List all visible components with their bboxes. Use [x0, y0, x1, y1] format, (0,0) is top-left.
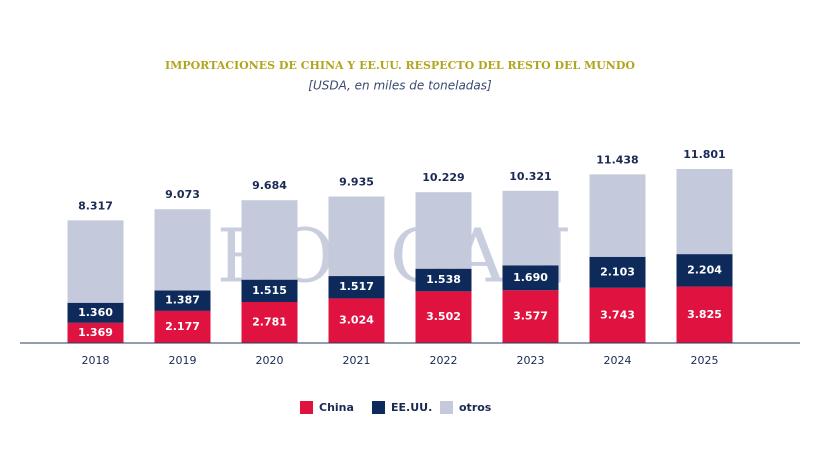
bar-segment [67, 322, 124, 343]
total-label: 9.684 [252, 179, 287, 192]
data-label: 2.204 [687, 263, 722, 276]
data-label: 3.743 [600, 308, 635, 321]
legend-swatch [440, 401, 453, 414]
chart-title: IMPORTACIONES DE CHINA Y EE.UU. RESPECTO… [165, 59, 635, 72]
x-tick-label: 2020 [256, 354, 284, 367]
data-label: 1.369 [78, 326, 113, 339]
data-label: 3.825 [687, 308, 722, 321]
bar-segment [676, 169, 733, 255]
bar-segment [589, 174, 646, 257]
total-label: 8.317 [78, 199, 113, 212]
x-tick-label: 2024 [604, 354, 632, 367]
x-tick-label: 2023 [517, 354, 545, 367]
data-label: 3.502 [426, 310, 461, 323]
legend-label: otros [459, 401, 492, 414]
bar-segment [241, 301, 298, 343]
bar-segment [154, 290, 211, 311]
bar-segment [676, 286, 733, 343]
data-label: 1.515 [252, 284, 287, 297]
data-label: 1.690 [513, 271, 548, 284]
data-label: 2.103 [600, 265, 635, 278]
total-label: 11.801 [683, 148, 725, 161]
bar-segment [502, 265, 559, 291]
chart-subtitle: [USDA, en miles de toneladas] [308, 79, 492, 93]
bar-segment [328, 196, 385, 277]
bar-segment [502, 190, 559, 266]
bar-segment [241, 279, 298, 302]
bar-segment [67, 220, 124, 303]
total-label: 9.935 [339, 176, 374, 189]
x-tick-label: 2022 [430, 354, 458, 367]
bar-segment [415, 291, 472, 343]
total-label: 10.229 [422, 171, 464, 184]
legend-label: EE.UU. [391, 401, 432, 414]
bar-segment [328, 298, 385, 343]
bar-segment [154, 209, 211, 291]
legend-label: China [319, 401, 354, 414]
data-label: 3.577 [513, 310, 548, 323]
x-tick-label: 2018 [82, 354, 110, 367]
bar-segment [415, 268, 472, 292]
bar-segment [676, 254, 733, 287]
bar-segment [415, 192, 472, 269]
bar-segment [241, 200, 298, 280]
total-label: 11.438 [596, 153, 638, 166]
data-label: 1.538 [426, 273, 461, 286]
data-label: 3.024 [339, 314, 374, 327]
x-tick-label: 2025 [691, 354, 719, 367]
total-label: 9.073 [165, 188, 200, 201]
x-tick-label: 2021 [343, 354, 371, 367]
legend-swatch [372, 401, 385, 414]
data-label: 2.781 [252, 315, 287, 328]
total-label: 10.321 [509, 170, 551, 183]
data-label: 1.387 [165, 294, 200, 307]
data-label: 1.517 [339, 280, 374, 293]
x-tick-label: 2019 [169, 354, 197, 367]
bar-segment [67, 302, 124, 323]
bar-segment [589, 256, 646, 288]
bar-segment [154, 310, 211, 343]
bar-segment [328, 276, 385, 299]
bar-segment [502, 290, 559, 343]
bar-segment [589, 287, 646, 343]
data-label: 1.360 [78, 306, 113, 319]
data-label: 2.177 [165, 320, 200, 333]
legend-swatch [300, 401, 313, 414]
